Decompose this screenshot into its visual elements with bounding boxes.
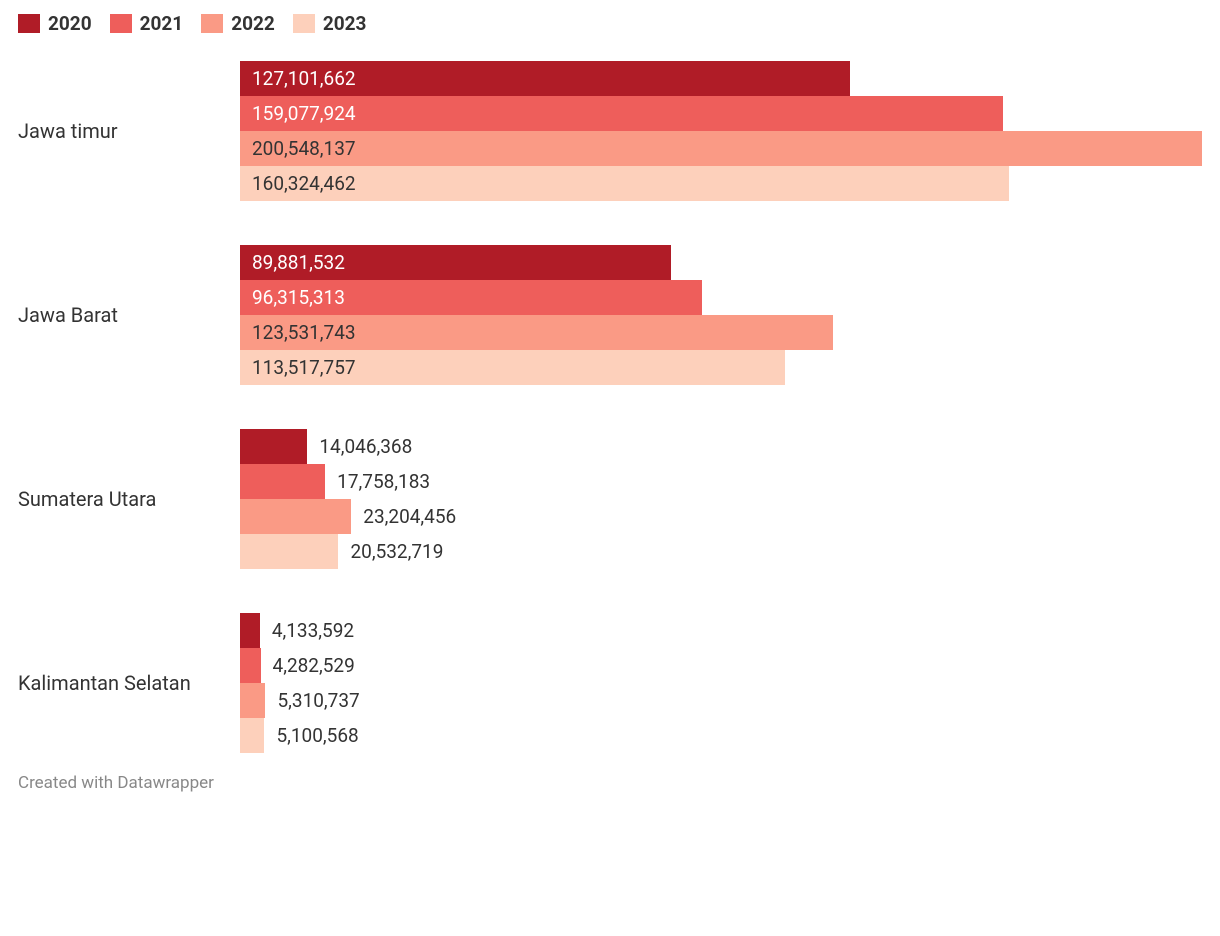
bar-stack: 4,133,592 4,282,529 5,310,737 5,100,568 xyxy=(240,613,1202,753)
group-label: Jawa Barat xyxy=(18,303,240,327)
legend-swatch xyxy=(293,14,315,33)
bar-row: 20,532,719 xyxy=(240,534,1202,569)
bar-value-label: 5,100,568 xyxy=(276,724,358,747)
bar: 123,531,743 xyxy=(240,315,833,350)
legend-item-2021: 2021 xyxy=(110,12,184,35)
bar-value-label: 17,758,183 xyxy=(337,470,430,493)
legend-item-2022: 2022 xyxy=(201,12,275,35)
bar xyxy=(240,648,261,683)
bar-value-label: 4,282,529 xyxy=(273,654,355,677)
bar-value-label: 4,133,592 xyxy=(272,619,354,642)
bar-value-label: 20,532,719 xyxy=(350,540,443,563)
bar xyxy=(240,683,265,718)
bar-value-label: 14,046,368 xyxy=(319,435,412,458)
bar-group: Kalimantan Selatan 4,133,592 4,282,529 5,31… xyxy=(18,613,1202,753)
legend-label: 2023 xyxy=(323,12,367,35)
bar: 113,517,757 xyxy=(240,350,785,385)
bar-row: 160,324,462 xyxy=(240,166,1202,201)
group-label: Jawa timur xyxy=(18,119,240,143)
bar-group: Jawa Barat89,881,53296,315,313123,531,74… xyxy=(18,245,1202,385)
bar xyxy=(240,499,351,534)
bar-stack: 89,881,53296,315,313123,531,743113,517,7… xyxy=(240,245,1202,385)
legend-label: 2022 xyxy=(231,12,275,35)
bar xyxy=(240,464,325,499)
bar: 200,548,137 xyxy=(240,131,1202,166)
bar: 159,077,924 xyxy=(240,96,1003,131)
bar-row: 14,046,368 xyxy=(240,429,1202,464)
legend-label: 2020 xyxy=(48,12,92,35)
legend-item-2023: 2023 xyxy=(293,12,367,35)
bar: 89,881,532 xyxy=(240,245,671,280)
bar-row: 159,077,924 xyxy=(240,96,1202,131)
legend-swatch xyxy=(18,14,40,33)
group-label: Kalimantan Selatan xyxy=(18,671,240,695)
bar-row: 127,101,662 xyxy=(240,61,1202,96)
legend-swatch xyxy=(201,14,223,33)
bar xyxy=(240,718,264,753)
bar-row: 113,517,757 xyxy=(240,350,1202,385)
group-label: Sumatera Utara xyxy=(18,487,240,511)
bar-row: 89,881,532 xyxy=(240,245,1202,280)
bar-row: 96,315,313 xyxy=(240,280,1202,315)
bar-row: 123,531,743 xyxy=(240,315,1202,350)
legend-swatch xyxy=(110,14,132,33)
bar-row: 17,758,183 xyxy=(240,464,1202,499)
bar: 127,101,662 xyxy=(240,61,850,96)
bar-row: 5,100,568 xyxy=(240,718,1202,753)
bar-group: Sumatera Utara 14,046,368 17,758,183 23,204… xyxy=(18,429,1202,569)
bar-value-label: 5,310,737 xyxy=(277,689,359,712)
bar-stack: 14,046,368 17,758,183 23,204,456 20,532,719 xyxy=(240,429,1202,569)
chart-credit: Created with Datawrapper xyxy=(18,773,1202,793)
bar-row: 200,548,137 xyxy=(240,131,1202,166)
bar xyxy=(240,534,338,569)
bar-row: 4,133,592 xyxy=(240,613,1202,648)
grouped-bar-chart: Jawa timur127,101,662159,077,924200,548,… xyxy=(18,61,1202,753)
legend-item-2020: 2020 xyxy=(18,12,92,35)
bar-value-label: 23,204,456 xyxy=(363,505,456,528)
bar-group: Jawa timur127,101,662159,077,924200,548,… xyxy=(18,61,1202,201)
bar-row: 4,282,529 xyxy=(240,648,1202,683)
bar: 160,324,462 xyxy=(240,166,1009,201)
bar xyxy=(240,613,260,648)
bar xyxy=(240,429,307,464)
legend-label: 2021 xyxy=(140,12,184,35)
bar-row: 23,204,456 xyxy=(240,499,1202,534)
chart-legend: 2020 2021 2022 2023 xyxy=(18,12,1202,35)
bar-row: 5,310,737 xyxy=(240,683,1202,718)
bar: 96,315,313 xyxy=(240,280,702,315)
bar-stack: 127,101,662159,077,924200,548,137160,324… xyxy=(240,61,1202,201)
